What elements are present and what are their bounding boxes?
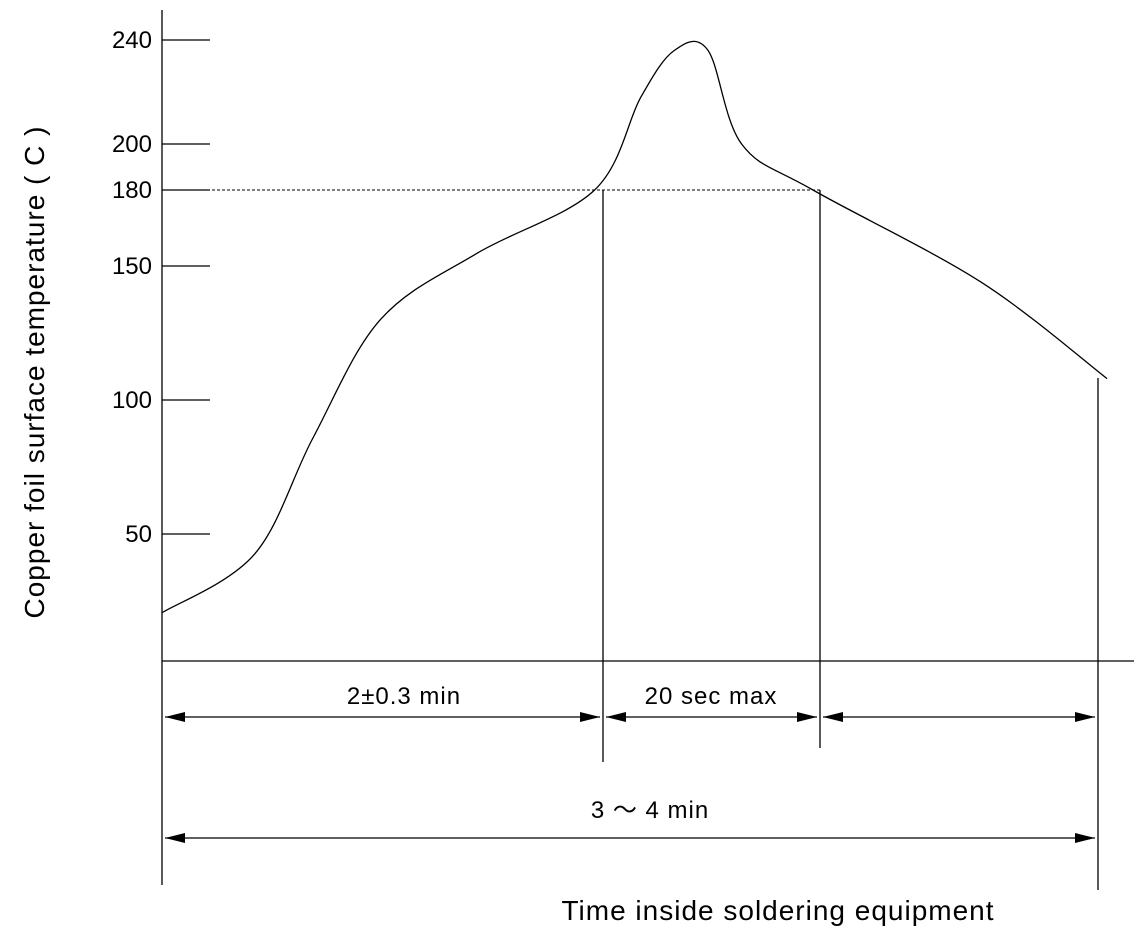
- y-tick-label: 200: [112, 131, 152, 158]
- y-tick-label: 180: [112, 177, 152, 204]
- preheat-interval-label: 2±0.3 min: [347, 683, 461, 710]
- y-axis-title: Copper foil surface temperature ( C ): [19, 126, 50, 619]
- y-tick-label: 150: [112, 253, 152, 280]
- y-tick-label: 50: [125, 521, 152, 548]
- y-tick-label: 100: [112, 387, 152, 414]
- peak-interval-label: 20 sec max: [645, 683, 778, 710]
- temperature-curve: [161, 40, 1108, 614]
- y-ticks: 50 100 150 180 200 240: [112, 27, 210, 548]
- x-axis-title: Time inside soldering equipment: [561, 895, 994, 926]
- total-interval-label: 3 ～ 4 min: [591, 797, 709, 824]
- y-tick-label: 240: [112, 27, 152, 54]
